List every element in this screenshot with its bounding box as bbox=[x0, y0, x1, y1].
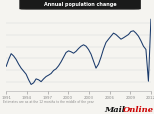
Text: Mail: Mail bbox=[105, 105, 126, 113]
FancyBboxPatch shape bbox=[20, 0, 140, 10]
Text: Estimates are as at the 12 months to the middle of the year: Estimates are as at the 12 months to the… bbox=[3, 99, 94, 103]
Text: Annual population change: Annual population change bbox=[44, 2, 116, 7]
Text: Online: Online bbox=[123, 105, 154, 113]
